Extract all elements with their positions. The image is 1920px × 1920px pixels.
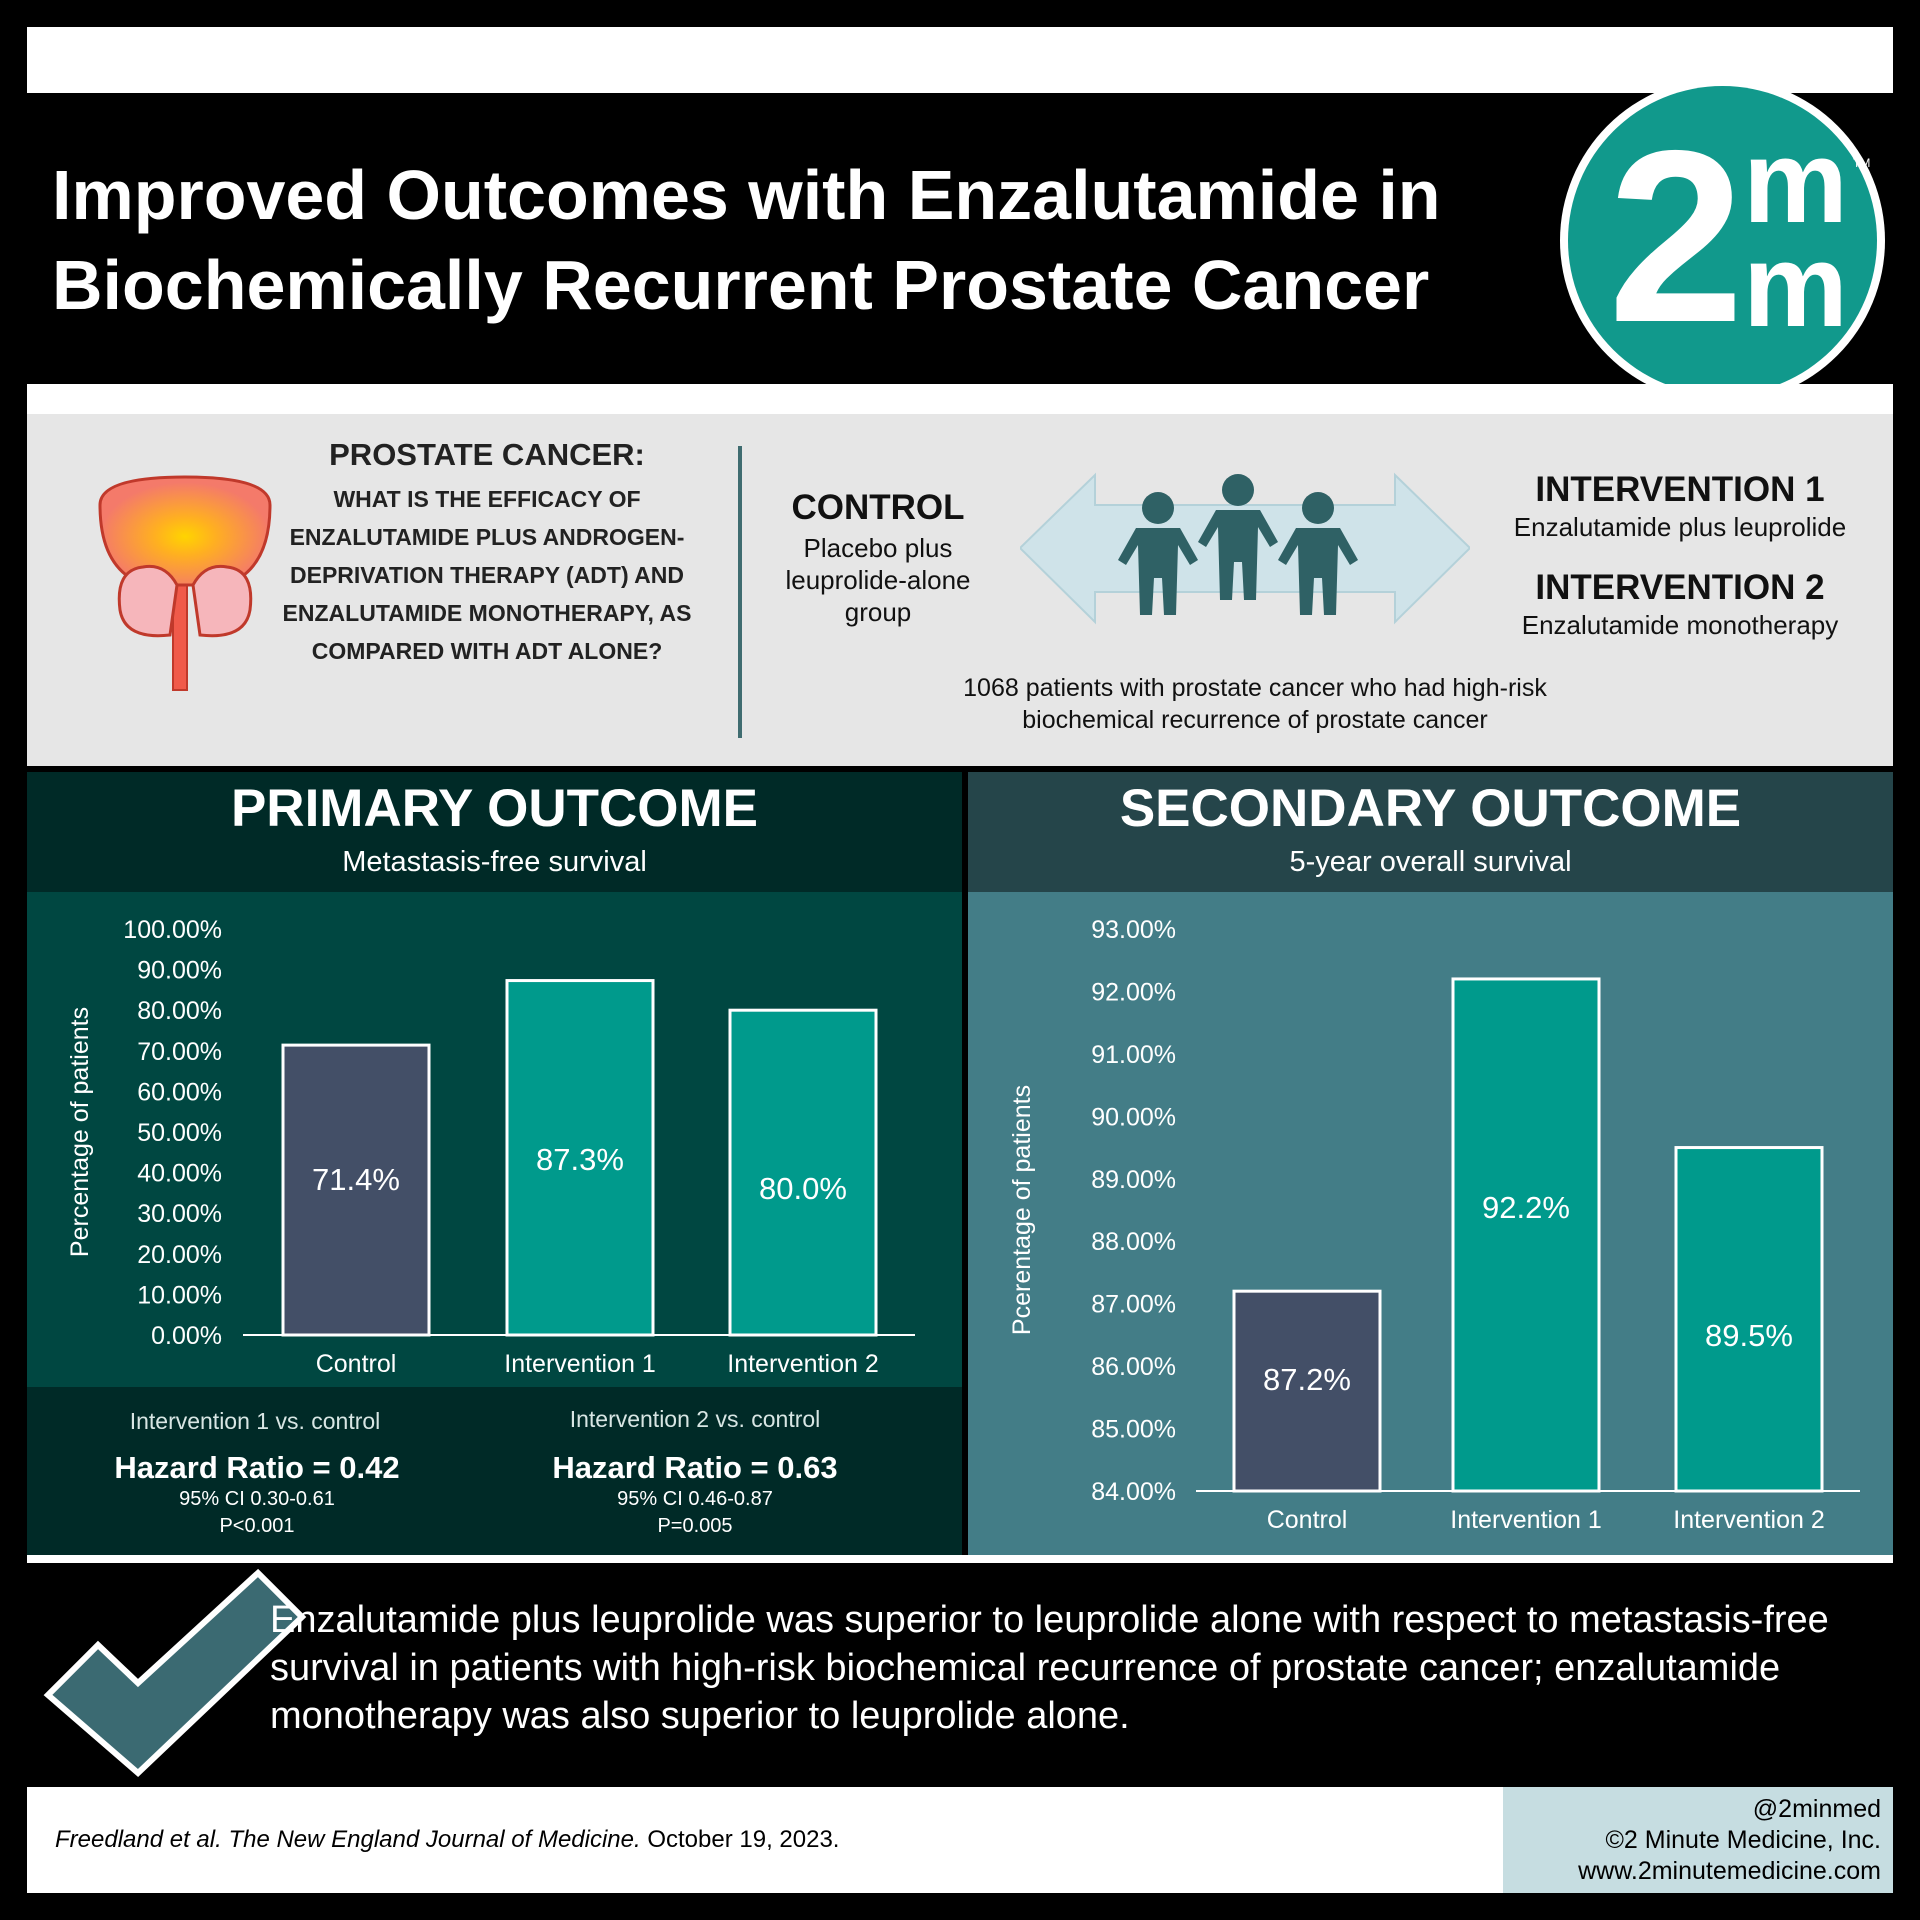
bar bbox=[1232, 1289, 1382, 1493]
bar-value-label: 80.0% bbox=[759, 1171, 847, 1206]
intervention-1-title: INTERVENTION 1 bbox=[1535, 470, 1825, 509]
y-tick-label: 90.00% bbox=[1091, 1103, 1176, 1131]
logo-badge: 2 m m TM bbox=[1568, 86, 1877, 395]
stat1-label: Intervention 1 vs. control bbox=[129, 1408, 381, 1434]
x-tick-label: Intervention 2 bbox=[727, 1350, 879, 1378]
y-tick-label: 93.00% bbox=[1091, 916, 1176, 944]
conclusion-text: Enzalutamide plus leuprolide was superio… bbox=[270, 1599, 1829, 1737]
y-tick-label: 70.00% bbox=[137, 1038, 222, 1066]
stat2-ci: 95% CI 0.46-0.87 bbox=[617, 1488, 773, 1510]
bar-value-label: 71.4% bbox=[312, 1162, 400, 1197]
y-tick-label: 91.00% bbox=[1091, 1041, 1176, 1069]
stat2-hazard-ratio: Hazard Ratio = 0.63 bbox=[552, 1450, 838, 1485]
y-tick-label: 86.00% bbox=[1091, 1353, 1176, 1381]
y-tick-label: 20.00% bbox=[137, 1241, 222, 1269]
divider bbox=[738, 446, 742, 738]
y-tick-label: 80.00% bbox=[137, 997, 222, 1025]
y-tick-label: 89.00% bbox=[1091, 1166, 1176, 1194]
top-border bbox=[27, 27, 1893, 93]
y-axis-label: Percentage of patients bbox=[66, 1007, 94, 1257]
bar-value-label: 89.5% bbox=[1705, 1318, 1793, 1353]
stat2-label: Intervention 2 vs. control bbox=[569, 1406, 821, 1432]
title-line-1: Improved Outcomes with Enzalutamide in bbox=[52, 156, 1441, 234]
copyright: ©2 Minute Medicine, Inc. bbox=[1605, 1826, 1882, 1854]
y-tick-label: 87.00% bbox=[1091, 1291, 1176, 1319]
primary-stats-panel bbox=[27, 1387, 962, 1555]
x-tick-label: Intervention 2 bbox=[1673, 1506, 1825, 1534]
x-tick-label: Control bbox=[1267, 1506, 1348, 1534]
website-link[interactable]: www.2minutemedicine.com bbox=[1578, 1857, 1881, 1885]
logo: 2 m m TM bbox=[1560, 78, 1885, 403]
question-band bbox=[27, 414, 1893, 766]
page-title: Improved Outcomes with Enzalutamide in B… bbox=[52, 150, 1552, 330]
primary-outcome-title: PRIMARY OUTCOME bbox=[230, 779, 759, 838]
primary-outcome-header bbox=[27, 772, 962, 892]
y-tick-label: 84.00% bbox=[1091, 1478, 1176, 1506]
secondary-outcome-subtitle: 5-year overall survival bbox=[1289, 846, 1572, 878]
stat1-p-value: P<0.001 bbox=[219, 1515, 295, 1537]
citation-date: October 19, 2023. bbox=[640, 1826, 840, 1853]
y-tick-label: 50.00% bbox=[137, 1119, 222, 1147]
checkmark-icon bbox=[43, 1568, 307, 1778]
credits: @2minmed ©2 Minute Medicine, Inc. www.2m… bbox=[1503, 1794, 1881, 1887]
y-tick-label: 92.00% bbox=[1091, 978, 1176, 1006]
x-tick-label: Intervention 1 bbox=[504, 1350, 656, 1378]
y-tick-label: 0.00% bbox=[151, 1322, 222, 1350]
y-tick-label: 100.00% bbox=[123, 916, 222, 944]
primary-outcome-subtitle: Metastasis-free survival bbox=[342, 846, 647, 878]
logo-letter-bottom: m bbox=[1743, 220, 1848, 352]
x-tick-label: Intervention 1 bbox=[1450, 1506, 1602, 1534]
y-tick-label: 30.00% bbox=[137, 1200, 222, 1228]
bar-value-label: 87.3% bbox=[536, 1142, 624, 1177]
y-axis-label: Pcerentage of patients bbox=[1008, 1085, 1036, 1335]
secondary-outcome-header bbox=[968, 772, 1893, 892]
intervention-1-description: Enzalutamide plus leuprolide bbox=[1513, 512, 1847, 542]
y-tick-label: 90.00% bbox=[137, 957, 222, 985]
stat1-hazard-ratio: Hazard Ratio = 0.42 bbox=[114, 1450, 400, 1485]
question-text: WHAT IS THE EFFICACY OF ENZALUTAMIDE PLU… bbox=[282, 486, 692, 664]
bar-value-label: 87.2% bbox=[1263, 1362, 1351, 1397]
bar bbox=[728, 1008, 878, 1337]
white-gap bbox=[27, 1555, 1893, 1563]
logo-number: 2 bbox=[1608, 99, 1744, 373]
patients-arrow-icon bbox=[1020, 472, 1470, 625]
prostate-icon bbox=[98, 475, 272, 691]
logo-trademark: TM bbox=[1853, 156, 1871, 170]
title-line-2: Biochemically Recurrent Prostate Cancer bbox=[52, 246, 1430, 324]
bar-value-label: 92.2% bbox=[1482, 1190, 1570, 1225]
bar bbox=[1674, 1146, 1824, 1493]
population-description: 1068 patients with prostate cancer who h… bbox=[963, 674, 1547, 734]
bar bbox=[505, 979, 655, 1337]
intervention-2-description: Enzalutamide monotherapy bbox=[1521, 610, 1839, 640]
control-description: Placebo plus leuprolide-alone group bbox=[785, 533, 971, 627]
y-tick-label: 88.00% bbox=[1091, 1228, 1176, 1256]
stat2-p-value: P=0.005 bbox=[657, 1515, 733, 1537]
white-band bbox=[27, 384, 1893, 414]
x-tick-label: Control bbox=[316, 1350, 397, 1378]
logo-letter-top: m bbox=[1743, 116, 1848, 248]
control-title: CONTROL bbox=[791, 488, 965, 527]
secondary-outcome-title: SECONDARY OUTCOME bbox=[1119, 779, 1742, 838]
stat1-ci: 95% CI 0.30-0.61 bbox=[179, 1488, 335, 1510]
citation-authors: Freedland et al. bbox=[55, 1826, 229, 1853]
citation-journal: The New England Journal of Medicine. bbox=[228, 1826, 641, 1853]
social-handle: @2minmed bbox=[1752, 1795, 1881, 1823]
intervention-2-title: INTERVENTION 2 bbox=[1535, 568, 1825, 607]
footer-credits-box bbox=[1503, 1787, 1893, 1893]
question-title: PROSTATE CANCER: bbox=[329, 437, 645, 472]
citation: Freedland et al. The New England Journal… bbox=[55, 1826, 839, 1854]
bar bbox=[281, 1043, 431, 1337]
y-tick-label: 60.00% bbox=[137, 1078, 222, 1106]
y-tick-label: 10.00% bbox=[137, 1281, 222, 1309]
y-tick-label: 85.00% bbox=[1091, 1416, 1176, 1444]
y-tick-label: 40.00% bbox=[137, 1160, 222, 1188]
bar bbox=[1451, 977, 1601, 1493]
